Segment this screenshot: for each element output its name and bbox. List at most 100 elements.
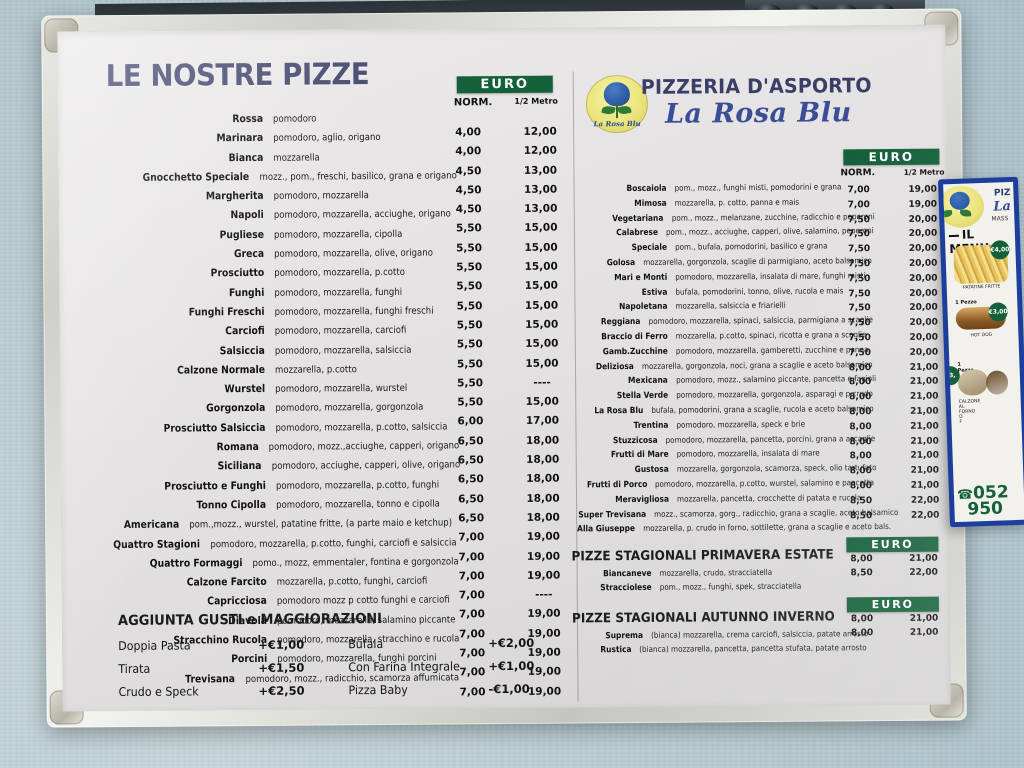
menu-item-ingredients: mozzarella, pancetta, crocchette di pata… bbox=[676, 492, 862, 504]
price-normale: 5,50 bbox=[457, 396, 484, 409]
price-half-metro: 15,00 bbox=[524, 279, 559, 293]
price-normale: 6,50 bbox=[457, 473, 484, 486]
price-normale: 5,50 bbox=[457, 377, 484, 390]
price-row: 5,50 15,00 bbox=[447, 241, 567, 262]
price-row: 8,00 21,00 bbox=[838, 421, 950, 438]
price-row: 5,50 15,00 bbox=[447, 222, 567, 243]
extra-item-price: +€2,50 bbox=[258, 683, 305, 698]
price-normale: 8,00 bbox=[849, 466, 872, 477]
hotdog-caption: HOT DOG bbox=[970, 332, 993, 339]
menu-item-ingredients: pomodoro, aglio, origano bbox=[273, 132, 381, 145]
menu-item-ingredients: pomodoro, mozzarella, olive, origano bbox=[274, 247, 433, 260]
extra-item-label: Doppia Pasta bbox=[118, 638, 191, 654]
price-half-metro: 13,00 bbox=[523, 183, 558, 196]
price-normale: 5,50 bbox=[456, 319, 483, 332]
price-half-metro: 21,00 bbox=[909, 391, 939, 402]
extra-item-label: Con Farina Integrale bbox=[348, 659, 460, 675]
price-row: 5,50 15,00 bbox=[448, 357, 568, 378]
extra-item-row: Pizza Baby -€1,00 bbox=[348, 682, 548, 707]
price-row: 7,00 19,00 bbox=[449, 550, 569, 571]
menu-item-name: Siciliana bbox=[217, 460, 262, 473]
col-half-left: 1/2 Metro bbox=[514, 96, 558, 106]
price-half-metro: 21,00 bbox=[910, 406, 939, 417]
price-row: 4,00 12,00 bbox=[446, 126, 566, 147]
seasonal-item-row: Rustica (bianca) mozzarella, pancetta, pa… bbox=[572, 643, 892, 661]
price-normale: 8,00 bbox=[849, 436, 872, 447]
menu-item-name: Gamb.Zucchine bbox=[602, 346, 668, 357]
extra-item-price: -€1,00 bbox=[488, 681, 530, 697]
price-row: 6,50 18,00 bbox=[449, 434, 569, 455]
menu-item-ingredients: pomodoro, mozzarella, speck e brie bbox=[676, 419, 806, 430]
menu-item-name: Stella Verde bbox=[616, 390, 669, 402]
price-normale: 5,50 bbox=[456, 241, 483, 255]
logo-label: La Rosa Blu bbox=[593, 118, 641, 129]
menu-item-ingredients: pomodoro, mozzarella, p.cotto, funghi, c… bbox=[209, 536, 457, 550]
menu-item-name: Marinara bbox=[216, 132, 264, 145]
price-normale: 8,50 bbox=[850, 510, 873, 521]
price-normale: 6,50 bbox=[457, 454, 484, 467]
menu-item-name: Romana bbox=[216, 440, 259, 454]
side-rose-logo-icon bbox=[943, 184, 985, 229]
menu-item-ingredients: pomodoro, mozzarella, cipolla bbox=[273, 228, 403, 241]
extra-item-row: Crudo e Speck +€2,50 bbox=[118, 683, 348, 708]
extras-column-right: Bufala +€2,00 Con Farina Integrale +€1,00 Pi… bbox=[348, 636, 549, 707]
menu-item-ingredients: mozz., pom., freschi, basilico, grana e … bbox=[259, 170, 457, 183]
price-row: 7,00 19,00 bbox=[837, 199, 949, 216]
price-half-metro: 21,00 bbox=[910, 436, 939, 447]
price-half-metro: 21,00 bbox=[910, 421, 939, 432]
price-half-metro: 18,00 bbox=[526, 472, 560, 486]
menu-item-name: Greca bbox=[233, 247, 265, 261]
price-normale: 7,50 bbox=[848, 259, 871, 270]
menu-item-name: Napoletana bbox=[619, 302, 668, 313]
price-row: 8,50 22,00 bbox=[839, 510, 951, 527]
price-normale: 6,50 bbox=[458, 492, 485, 506]
price-normale: 4,50 bbox=[455, 203, 482, 216]
menu-item-name: Prosciutto e Funghi bbox=[164, 479, 266, 493]
menu-item-name: Prosciutto bbox=[210, 267, 265, 280]
extra-item-price: +€1,00 bbox=[488, 658, 535, 674]
calzone-caption: CALZONE AL FORNO D F bbox=[958, 399, 981, 425]
menu-item-name: Alla Giuseppe bbox=[577, 524, 636, 535]
price-half-metro: 19,00 bbox=[526, 550, 561, 563]
price-half-metro: 18,00 bbox=[526, 453, 560, 466]
price-normale: 8,00 bbox=[848, 377, 872, 388]
autumn-price-columns: 8,00 21,00 8,00 21,00 bbox=[840, 614, 950, 644]
left-menu-list: Rossa pomodoro Marinara pomodoro, aglio, or… bbox=[98, 112, 483, 694]
price-half-metro: 19,00 bbox=[526, 569, 561, 582]
price-half-metro: 15,00 bbox=[525, 337, 559, 351]
euro-bar-right: EURO bbox=[843, 148, 940, 166]
menu-item-name: Napoli bbox=[230, 209, 264, 222]
price-normale: 6,00 bbox=[457, 415, 484, 428]
menu-item-name: Bianca bbox=[228, 151, 264, 164]
price-half-metro: 22,00 bbox=[910, 495, 940, 506]
price-normale: 8,00 bbox=[850, 628, 874, 639]
menu-item-name: Quattro Stagioni bbox=[113, 537, 201, 551]
price-normale: 7,00 bbox=[458, 550, 485, 563]
price-row: 4,50 13,00 bbox=[447, 183, 567, 204]
price-row: 7,00 19,00 bbox=[450, 569, 570, 590]
price-half-metro: 13,00 bbox=[523, 164, 558, 177]
price-normale: 7,50 bbox=[848, 333, 871, 344]
price-half-metro: 20,00 bbox=[909, 332, 939, 343]
price-half-metro: ---- bbox=[533, 376, 551, 389]
menu-item-name: Meravigliosa bbox=[615, 494, 670, 505]
rose-logo-icon: La Rosa Blu bbox=[585, 74, 649, 134]
price-normale: 7,00 bbox=[458, 569, 485, 583]
price-normale: 8,00 bbox=[849, 451, 872, 462]
menu-item-name: Reggiana bbox=[600, 317, 641, 328]
price-normale: 4,50 bbox=[455, 164, 482, 177]
price-row: 8,50 22,00 bbox=[839, 495, 951, 512]
menu-item-name: Prosciutto Salsiccia bbox=[163, 421, 266, 435]
seasonal-item-ingredients: (bianca) mozzarella, crema carciofi, sal… bbox=[650, 629, 869, 640]
price-normale: 7,00 bbox=[458, 531, 485, 544]
extra-item-label: Pizza Baby bbox=[348, 682, 408, 698]
col-norm-right: NORM. bbox=[840, 168, 876, 179]
price-half-metro: 21,00 bbox=[910, 465, 940, 476]
menu-item-name: Speciale bbox=[631, 242, 668, 254]
spring-price-columns: 8,00 21,00 8,50 22,00 bbox=[839, 554, 949, 584]
price-normale: 6,50 bbox=[457, 434, 484, 448]
price-row: 7,50 20,00 bbox=[838, 347, 950, 364]
price-half-metro: 15,00 bbox=[525, 395, 559, 408]
menu-item-name: Calzone Normale bbox=[177, 363, 266, 377]
menu-item-name: Frutti di Mare bbox=[610, 450, 669, 461]
